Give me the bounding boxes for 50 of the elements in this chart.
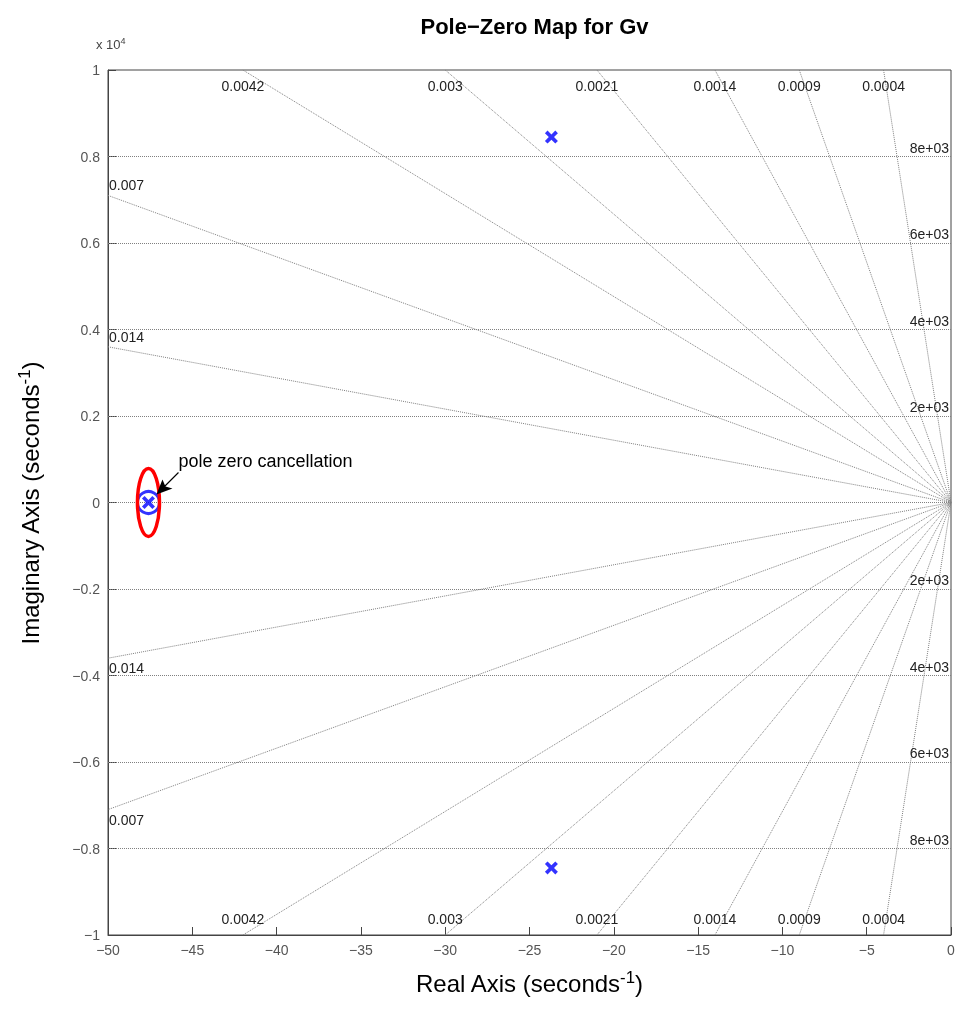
series-label: 0.003 [427,911,463,927]
x-tick-label: −45 [180,942,205,958]
y-tick-label: 0.8 [80,148,101,165]
text: 0.0021 [575,78,619,94]
x-tick-label: −50 [96,942,121,958]
y-tick-label: −0.8 [72,840,101,857]
ref-line-label: 8e+03 [909,831,950,848]
x-tick-label: −40 [264,942,289,958]
y-tick-label: 0.6 [80,235,101,251]
x-tick-label: −20 [601,942,626,958]
ref-line-label: 2e+03 [909,572,950,588]
text: 0.0014 [693,911,737,927]
series-label: 0.014 [109,660,145,677]
ref-line-label: 4e+03 [909,658,950,675]
series-label: 0.007 [109,177,145,194]
chart-title: Pole−Zero Map for Gv [420,13,650,39]
series-label: 0.0009 [777,78,821,94]
x-tick-label: 0 [947,942,956,958]
text: 0.0004 [862,911,905,927]
ref-line-label: 8e+03 [909,139,950,156]
series-label: 0.0004 [862,78,906,94]
ref-line-label: 6e+03 [909,226,950,242]
text: 0.003 [427,78,463,94]
y-tick-label: 0.4 [80,321,101,338]
x-tick-label: −35 [349,942,373,958]
y-tick-label: 1 [92,62,101,78]
x-tick-label: −30 [433,942,458,958]
y-tick-label: −0.4 [72,667,101,684]
x-tick-label: −15 [686,942,711,958]
series-label: 0.0021 [575,911,619,927]
y-tick-label: −1 [84,927,101,943]
text: 0.007 [109,811,145,828]
ref-line-label: 2e+03 [909,399,950,415]
x-tick-label: −10 [770,942,795,958]
series-label: 0.0014 [693,78,737,94]
x-tick-label: −25 [517,942,542,958]
text: 0.014 [109,328,145,345]
text: 0.0009 [777,911,821,927]
annotation: pole zero cancellation [178,450,353,472]
x-axis-title: Real Axis (seconds$^{-1}$) [415,968,644,998]
ref-line-label: 6e+03 [909,745,950,761]
ref-line-label: 4e+03 [909,312,950,329]
y-tick-label: 0 [92,494,101,511]
series-label: 0.0042 [221,911,265,927]
text: 0.0042 [221,78,265,94]
y-tick-label: −0.6 [72,754,101,770]
y-tick-label: −0.2 [72,581,101,597]
y-tick-label: 0.2 [80,408,101,424]
x-tick-label: −5 [858,942,875,958]
text: x 10$^{4}$ [96,36,126,53]
